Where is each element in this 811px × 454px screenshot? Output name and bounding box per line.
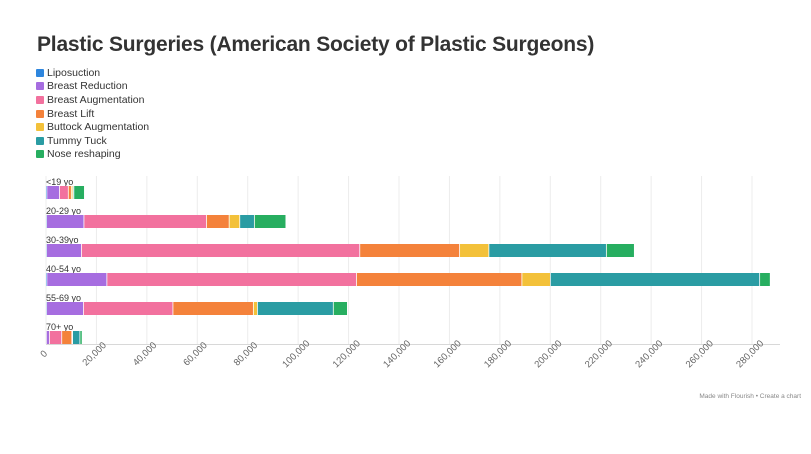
legend-item[interactable]: Buttock Augmentation xyxy=(36,120,149,134)
legend-label: Breast Augmentation xyxy=(47,93,145,106)
chart-title: Plastic Surgeries (American Society of P… xyxy=(37,33,595,56)
category-label: <19 yo xyxy=(46,177,73,187)
legend-swatch xyxy=(36,109,44,118)
bar-segment xyxy=(47,302,84,315)
x-tick-label: 200,000 xyxy=(532,338,564,370)
legend-swatch xyxy=(36,123,44,132)
bar-segment xyxy=(229,215,240,228)
legend-item[interactable]: Breast Reduction xyxy=(36,80,149,94)
legend: Liposuction Breast Reduction Breast Augmen… xyxy=(36,66,149,161)
x-tick-label: 260,000 xyxy=(684,338,716,370)
legend-label: Tummy Tuck xyxy=(47,134,107,147)
bar-segment xyxy=(83,302,173,315)
bar-segment xyxy=(46,331,49,344)
bar-segment xyxy=(47,273,107,286)
bar-segment xyxy=(62,331,72,344)
legend-item[interactable]: Breast Lift xyxy=(36,107,149,121)
legend-swatch xyxy=(36,150,44,159)
category-label: 70+ yo xyxy=(46,322,73,332)
legend-swatch xyxy=(36,95,44,104)
bar-segment xyxy=(47,215,84,228)
bar-segment xyxy=(257,302,333,315)
category-label: 30-39yo xyxy=(46,235,79,245)
legend-item[interactable]: Tummy Tuck xyxy=(36,134,149,148)
x-tick-label: 0 xyxy=(38,348,50,360)
x-tick-label: 280,000 xyxy=(734,338,766,370)
bar-segment xyxy=(760,273,770,286)
bar-segment xyxy=(240,215,254,228)
x-tick-label: 100,000 xyxy=(280,338,312,370)
bar-segment xyxy=(74,186,85,199)
footer-credit[interactable]: Made with Flourish • Create a chart xyxy=(699,393,801,400)
legend-item[interactable]: Breast Augmentation xyxy=(36,93,149,107)
bar-segment xyxy=(253,302,257,315)
bar-segment xyxy=(333,302,348,315)
x-tick-label: 140,000 xyxy=(381,338,413,370)
legend-label: Nose reshaping xyxy=(47,148,121,161)
legend-label: Breast Reduction xyxy=(47,80,128,93)
bar-segment xyxy=(522,273,550,286)
bar-segment xyxy=(47,244,82,257)
bar-segment xyxy=(49,331,62,344)
bar-segment xyxy=(360,244,460,257)
bar-segment xyxy=(68,186,71,199)
legend-swatch xyxy=(36,68,44,77)
bar-segment xyxy=(72,331,80,344)
bar-segment xyxy=(81,244,360,257)
legend-item[interactable]: Liposuction xyxy=(36,66,149,80)
bar-segment xyxy=(173,302,253,315)
x-tick-label: 160,000 xyxy=(432,338,464,370)
legend-label: Liposuction xyxy=(47,66,101,79)
bar-segment xyxy=(206,215,229,228)
bar-segment xyxy=(59,186,68,199)
bar-segment xyxy=(460,244,489,257)
category-label: 40-54 yo xyxy=(46,264,81,274)
legend-swatch xyxy=(36,136,44,145)
legend-swatch xyxy=(36,82,44,91)
category-label: 20-29 yo xyxy=(46,206,81,216)
legend-label: Buttock Augmentation xyxy=(47,121,150,134)
bar-segment xyxy=(356,273,522,286)
bar-segment xyxy=(254,215,286,228)
bar-segment xyxy=(550,273,760,286)
x-tick-label: 220,000 xyxy=(583,338,615,370)
legend-item[interactable]: Nose reshaping xyxy=(36,148,149,162)
bar-segment xyxy=(84,215,207,228)
bar-segment xyxy=(606,244,634,257)
x-tick-label: 240,000 xyxy=(633,338,665,370)
bar-segment xyxy=(47,186,60,199)
bar-segment xyxy=(489,244,606,257)
x-tick-label: 180,000 xyxy=(482,338,514,370)
bar-segment xyxy=(71,186,73,199)
legend-label: Breast Lift xyxy=(47,107,95,120)
x-tick-label: 120,000 xyxy=(331,338,363,370)
category-label: 55-69 yo xyxy=(46,293,81,303)
bar-segment xyxy=(107,273,357,286)
bar-segment xyxy=(80,331,82,344)
